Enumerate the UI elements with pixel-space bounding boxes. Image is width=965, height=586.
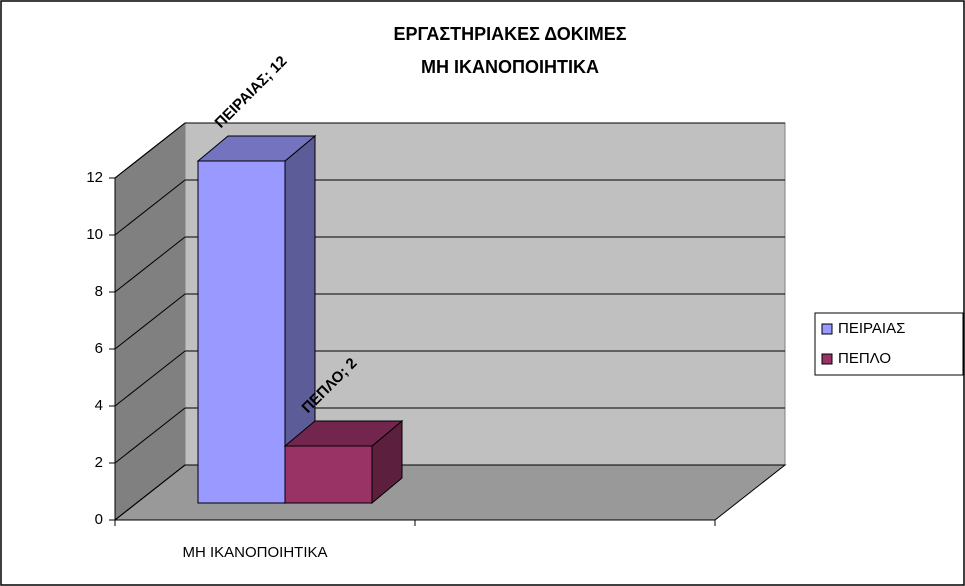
grid-line	[114, 122, 186, 179]
grid-line	[114, 407, 186, 464]
legend-label: ΠΕΙΡΑΙΑΣ	[838, 320, 905, 337]
legend-swatch	[821, 323, 833, 335]
y-tick-label: 8	[95, 283, 103, 300]
grid-line	[114, 236, 186, 293]
y-tick-label: 2	[95, 454, 103, 471]
grid-line	[114, 464, 186, 521]
bar	[283, 419, 404, 505]
y-tick-label: 4	[95, 397, 103, 414]
legend-label: ΠΕΠΛΟ	[838, 350, 891, 367]
y-tick-label: 12	[86, 169, 103, 186]
legend-swatch	[821, 353, 833, 365]
bar-front	[284, 445, 373, 504]
x-tick-label: ΜΗ ΙΚΑΝΟΠΟΙΗΤΙΚΑ	[182, 544, 327, 561]
bar-front	[197, 160, 286, 504]
chart-title: ΜΗ ΙΚΑΝΟΠΟΙΗΤΙΚΑ	[421, 57, 599, 77]
legend-box	[814, 312, 964, 376]
y-tick-label: 10	[86, 226, 103, 243]
grid-line	[114, 350, 186, 407]
grid-line	[114, 179, 186, 236]
y-tick-label: 0	[95, 511, 103, 528]
y-tick-label: 6	[95, 340, 103, 357]
chart-title: ΕΡΓΑΣΤΗΡΙΑΚΕΣ ΔΟΚΙΜΕΣ	[393, 24, 626, 44]
grid-line	[114, 293, 186, 350]
bar	[196, 134, 317, 505]
